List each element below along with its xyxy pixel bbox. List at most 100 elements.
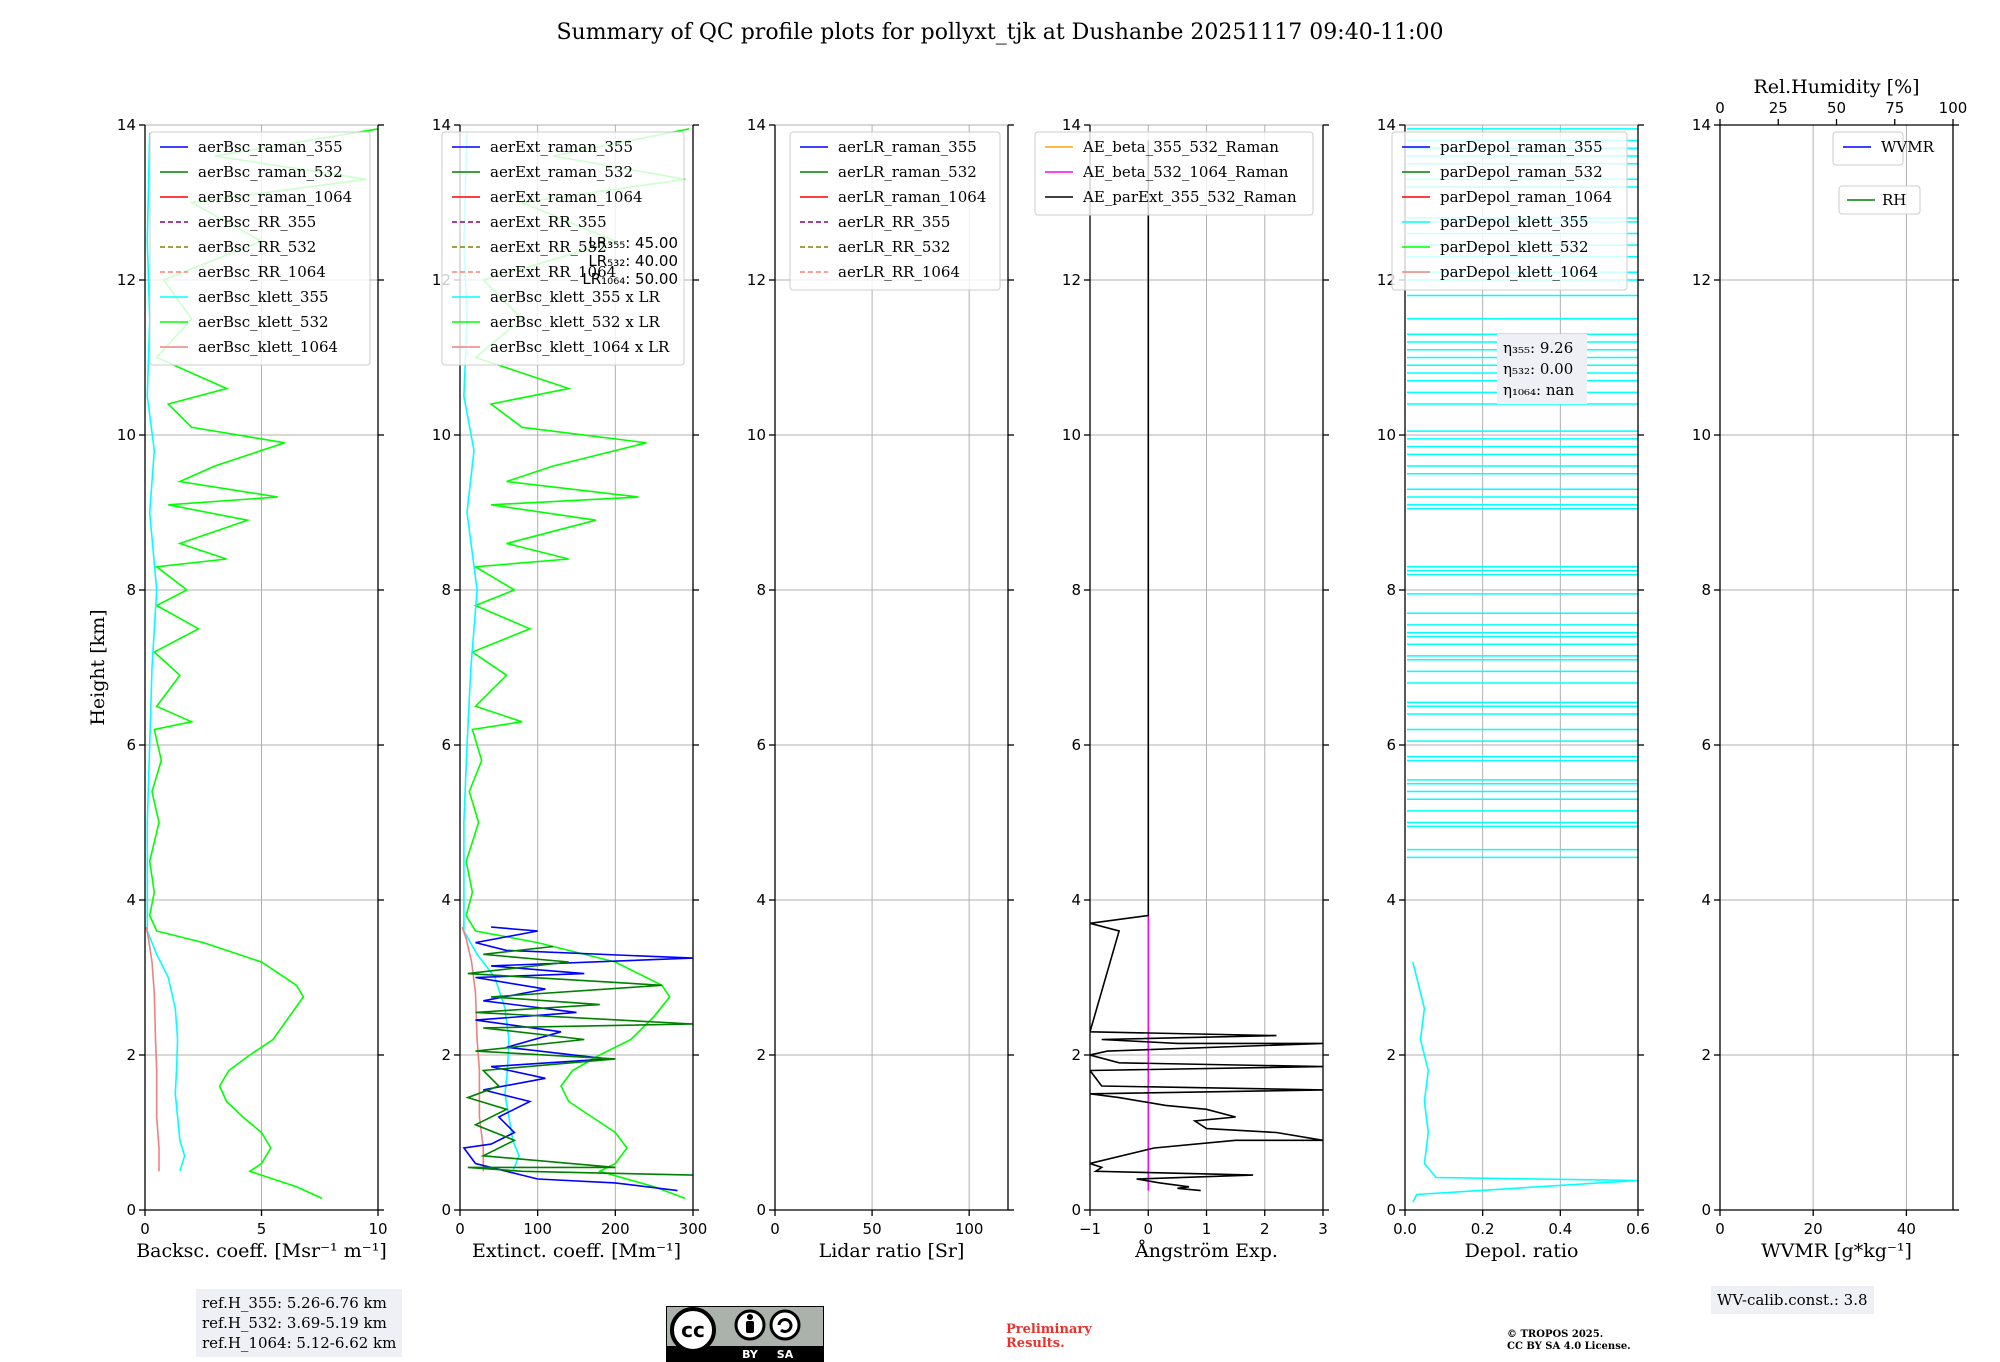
legend: parDepol_raman_355 parDepol_raman_532 parD… — [1391, 131, 1628, 291]
x-tick-label: 0 — [455, 1220, 465, 1238]
legend-entry: aerExt_RR_355 — [490, 213, 607, 231]
y-tick-label: 12 — [117, 271, 136, 289]
top-x-tick-label: 0 — [1715, 99, 1725, 117]
legend-entry: parDepol_klett_532 — [1440, 238, 1589, 256]
refh-532: ref.H_532: 3.69-5.19 km — [202, 1314, 387, 1332]
legend-entry: AE_beta_355_532_Raman — [1082, 138, 1279, 156]
cc-text: cc — [681, 1318, 705, 1342]
legend-entry: aerBsc_RR_355 — [198, 213, 316, 231]
legend-entry: aerExt_raman_355 — [490, 138, 633, 156]
legend-entry: aerBsc_klett_355 x LR — [490, 288, 661, 306]
series-aerBsc_klett_532 — [148, 128, 378, 1200]
y-tick-label: 2 — [1071, 1046, 1081, 1064]
legend: aerLR_raman_355 aerLR_raman_532 aerLR_rama… — [789, 131, 1001, 291]
y-tick-label: 2 — [1386, 1046, 1396, 1064]
legend-entry: aerBsc_raman_532 — [198, 163, 343, 181]
y-tick-label: 8 — [1386, 581, 1396, 599]
legend-box — [1391, 131, 1628, 291]
x-tick-label: 0.4 — [1548, 1220, 1572, 1238]
y-tick-label: 4 — [756, 891, 766, 909]
legend-entry: aerBsc_RR_532 — [198, 238, 316, 256]
panel-5: 0 2 4 6 8 10 12 14 0.0 0.2 0.4 0.6 Depol. ratio parDe… — [1377, 116, 1650, 1262]
top-x-tick-label: 25 — [1769, 99, 1788, 117]
series-parDepol_klett_355 — [1412, 961, 1638, 1203]
x-tick-label: 100 — [523, 1220, 552, 1238]
preliminary-notice: Preliminary Results. — [1006, 1323, 1092, 1351]
y-tick-label: 10 — [1062, 426, 1081, 444]
legend-entry: aerBsc_raman_355 — [198, 138, 343, 156]
y-tick-label: 14 — [747, 116, 766, 134]
y-tick-label: 8 — [756, 581, 766, 599]
legend-entry: aerLR_raman_532 — [838, 163, 977, 181]
y-tick-label: 14 — [1377, 116, 1396, 134]
lr-annotation: LR₁₀₆₄: 50.00 — [582, 270, 678, 288]
y-tick-label: 6 — [1386, 736, 1396, 754]
legend-box — [149, 131, 371, 366]
panel-1: 0 2 4 6 8 10 12 14 0 5 10 Backsc. coeff. [Msr⁻¹ m⁻¹… — [87, 116, 388, 1262]
x-tick-label: 0.2 — [1471, 1220, 1495, 1238]
y-tick-label: 12 — [1377, 271, 1396, 289]
legend-entry: parDepol_klett_1064 — [1440, 263, 1598, 281]
legend-box — [1034, 131, 1314, 216]
eta-value: η₁₀₆₄: nan — [1503, 381, 1574, 399]
y-tick-label: 12 — [1692, 271, 1711, 289]
x-tick-label: 0 — [1715, 1220, 1725, 1238]
figure-title: Summary of QC profile plots for pollyxt_… — [556, 20, 1444, 45]
legend: aerBsc_raman_355 aerBsc_raman_532 aerBsc_r… — [149, 131, 371, 366]
x-tick-label: 5 — [257, 1220, 267, 1238]
y-tick-label: 2 — [756, 1046, 766, 1064]
eta-box — [1497, 334, 1587, 404]
legend-entry: AE_parExt_355_532_Raman — [1082, 188, 1297, 206]
legend-entry: aerBsc_klett_1064 x LR — [490, 338, 670, 356]
x-tick-label: 3 — [1318, 1220, 1328, 1238]
x-axis-label: WVMR [g*kg⁻¹] — [1761, 1240, 1912, 1262]
y-tick-label: 12 — [1062, 271, 1081, 289]
eta-value: η₅₃₂: 0.00 — [1503, 360, 1573, 378]
legend-entry: aerLR_RR_1064 — [838, 263, 960, 281]
y-tick-label: 8 — [126, 581, 136, 599]
top-x-axis-label: Rel.Humidity [%] — [1753, 76, 1919, 98]
y-tick-label: 8 — [441, 581, 451, 599]
series-aerBsc_klett_532 x LR — [465, 128, 690, 1200]
legend-box — [789, 131, 1001, 291]
cc-sa-text: SA — [777, 1348, 794, 1361]
series-AE_parExt_355_532_Raman — [1090, 140, 1323, 1192]
refh-355: ref.H_355: 5.26-6.76 km — [202, 1294, 387, 1312]
x-tick-label: 0.0 — [1393, 1220, 1417, 1238]
series-aerExt_raman_532 — [465, 945, 693, 1176]
y-tick-label: 10 — [747, 426, 766, 444]
legend-entry: aerBsc_klett_1064 — [198, 338, 338, 356]
y-tick-label: 0 — [441, 1201, 451, 1219]
lr-annotation: LR₅₃₂: 40.00 — [588, 252, 678, 270]
y-tick-label: 10 — [117, 426, 136, 444]
legend-entry: parDepol_raman_1064 — [1440, 188, 1612, 206]
x-tick-label: 1 — [1202, 1220, 1212, 1238]
x-tick-label: 300 — [679, 1220, 708, 1238]
x-tick-label: 100 — [955, 1220, 984, 1238]
wv-calib-box: WV-calib.const.: 3.8 — [1711, 1286, 1874, 1314]
top-x-tick-label: 100 — [1939, 99, 1968, 117]
cc-by-text: BY — [742, 1348, 759, 1361]
y-tick-label: 0 — [1386, 1201, 1396, 1219]
x-tick-label: 0 — [1143, 1220, 1153, 1238]
x-axis-label: Depol. ratio — [1465, 1240, 1579, 1262]
legend-entry: aerLR_RR_532 — [838, 238, 950, 256]
x-axis-label: Ångström Exp. — [1134, 1240, 1278, 1262]
y-tick-label: 6 — [126, 736, 136, 754]
y-tick-label: 4 — [1071, 891, 1081, 909]
y-tick-label: 2 — [1701, 1046, 1711, 1064]
lr-annotation: LR₃₅₅: 45.00 — [588, 234, 678, 252]
reference-height-box: ref.H_355: 5.26-6.76 km ref.H_532: 3.69-… — [196, 1289, 403, 1357]
y-tick-label: 14 — [1062, 116, 1081, 134]
legend-entry: aerExt_raman_1064 — [490, 188, 643, 206]
preliminary-line-1: Preliminary — [1006, 1322, 1092, 1337]
legend-entry: aerBsc_RR_1064 — [198, 263, 326, 281]
y-tick-label: 8 — [1071, 581, 1081, 599]
y-tick-label: 8 — [1701, 581, 1711, 599]
y-axis-label: Height [km] — [87, 609, 109, 725]
legend-entry: AE_beta_532_1064_Raman — [1082, 163, 1289, 181]
y-tick-label: 2 — [126, 1046, 136, 1064]
y-tick-label: 6 — [1701, 736, 1711, 754]
